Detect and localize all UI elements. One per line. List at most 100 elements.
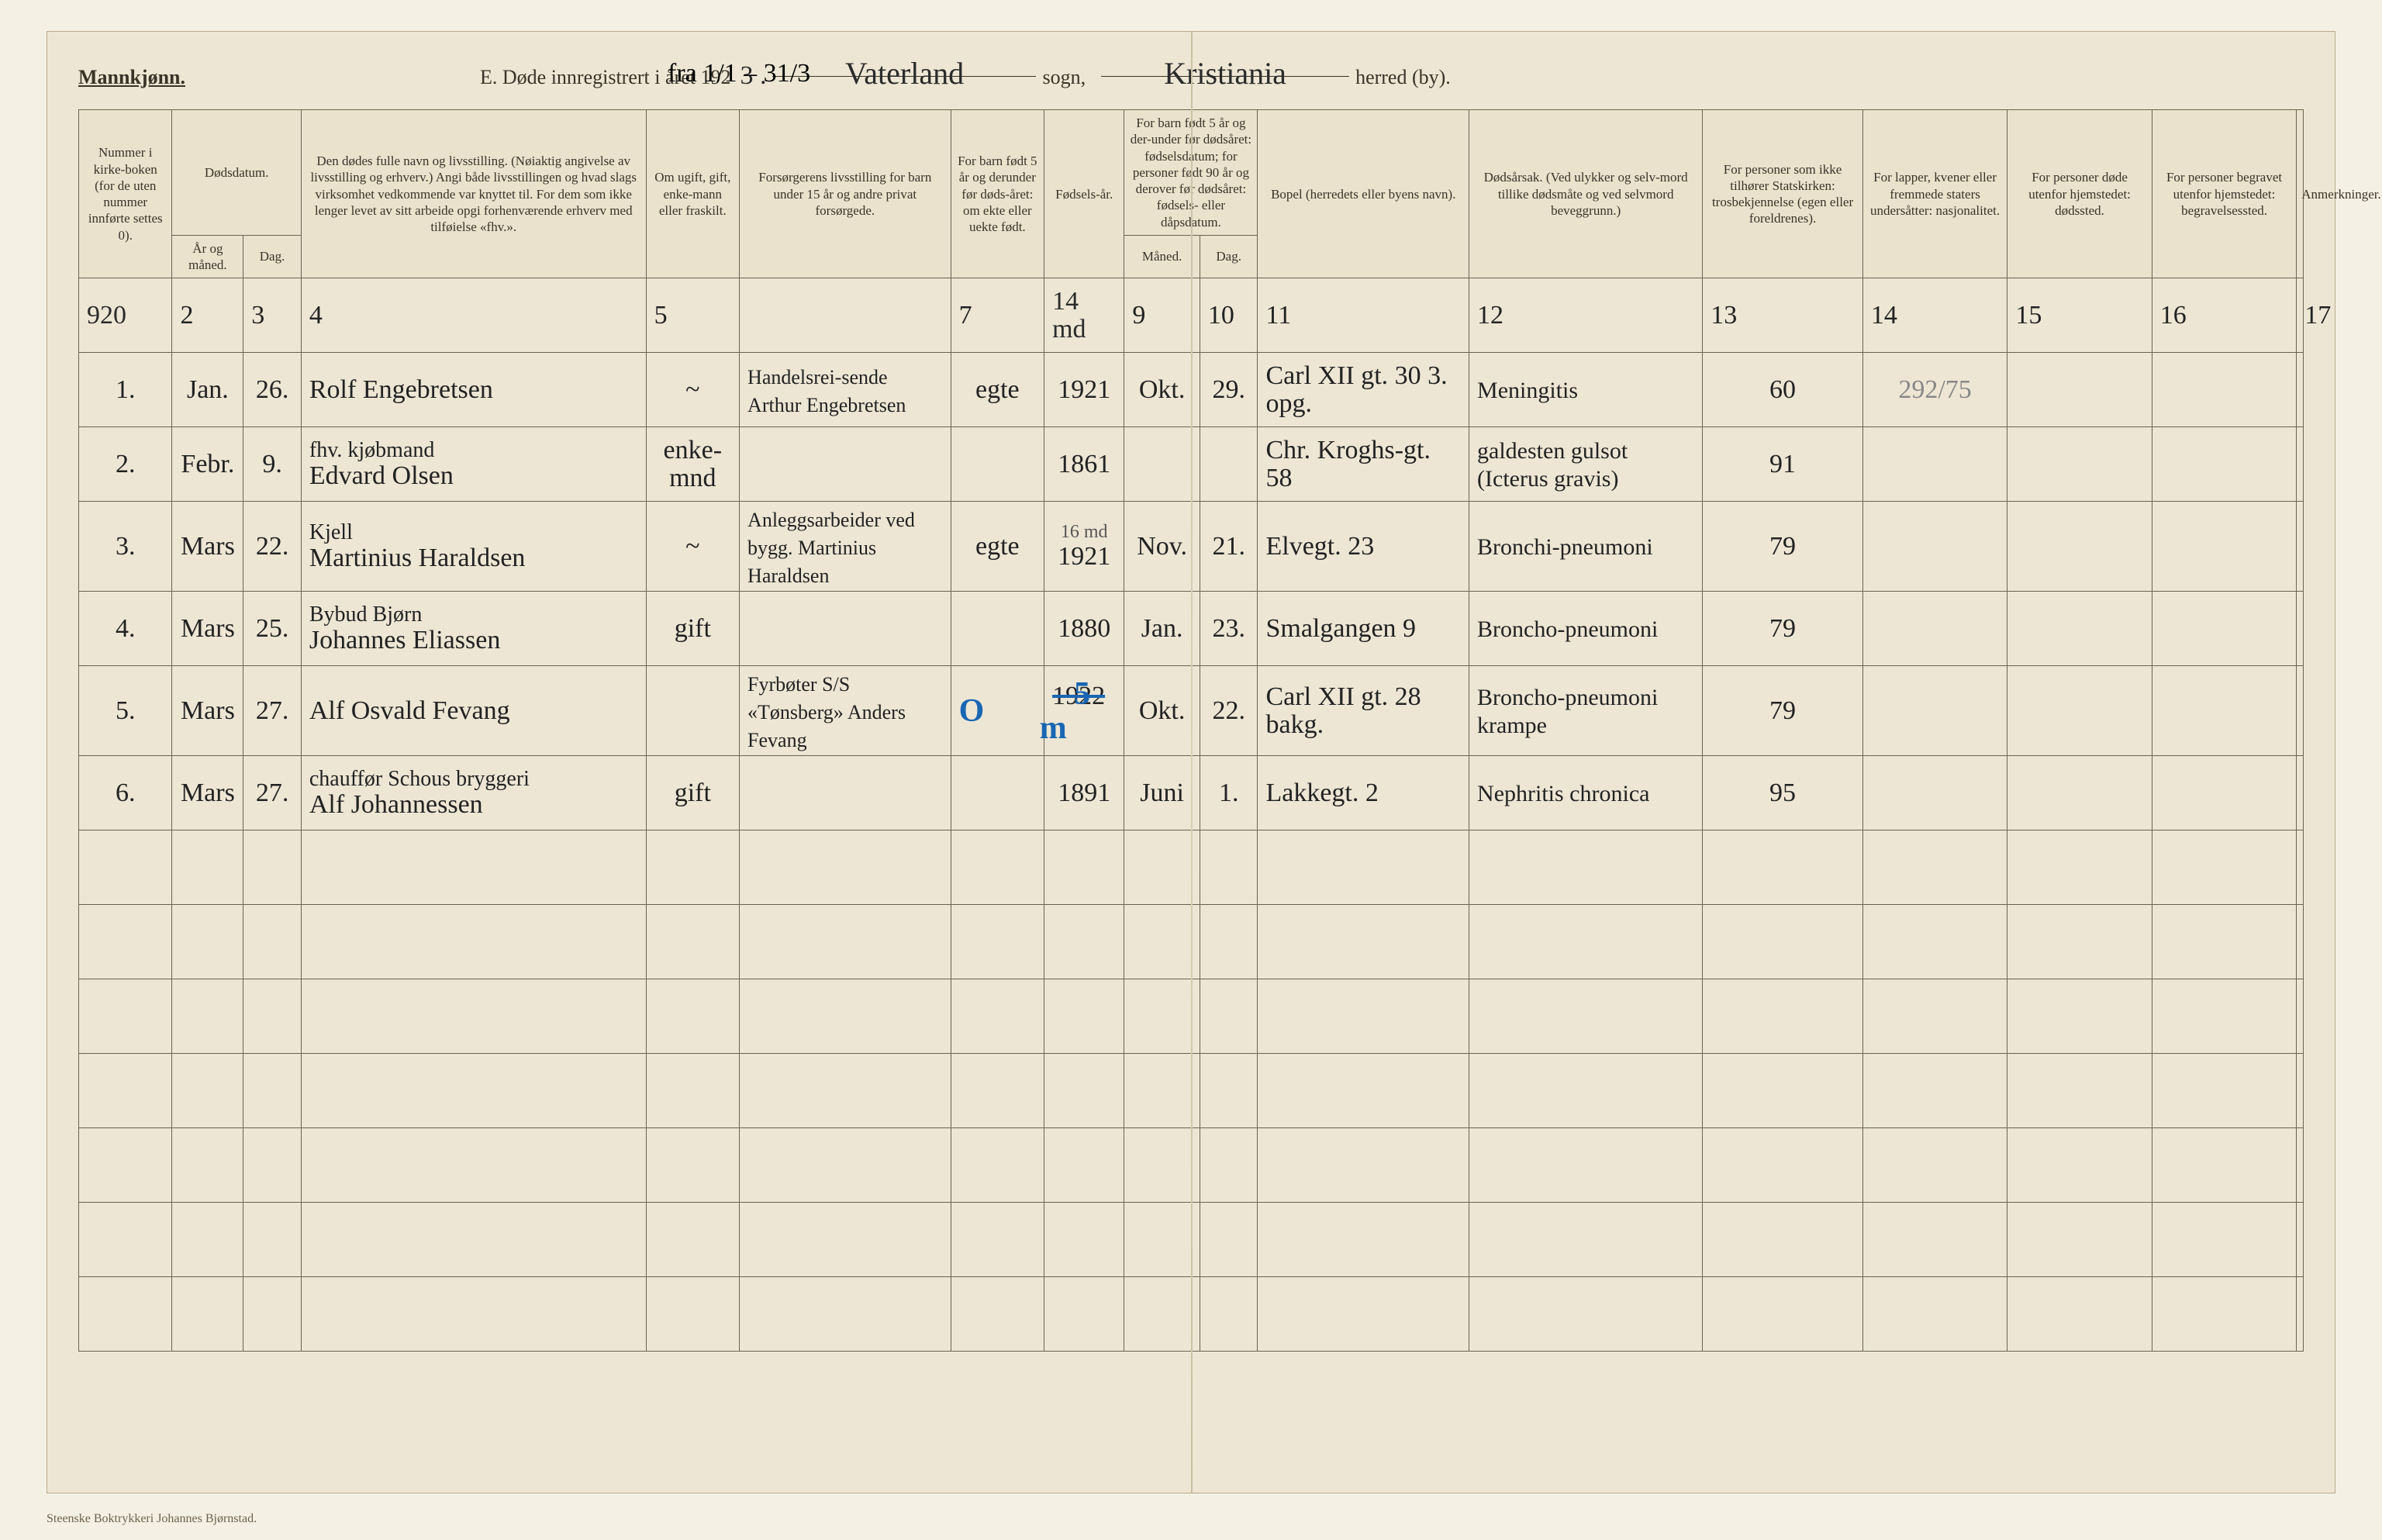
cell	[2007, 592, 2152, 666]
cell	[1703, 1277, 1863, 1352]
col-fmaned: Måned.	[1124, 235, 1200, 278]
cell: 95	[1703, 756, 1863, 830]
colnum: 2	[172, 278, 243, 353]
cell: 1.	[1200, 756, 1258, 830]
cell	[646, 666, 739, 756]
cell	[243, 830, 302, 905]
cell	[1703, 979, 1863, 1054]
cell	[1258, 1054, 1469, 1128]
cell	[2007, 979, 2152, 1054]
cell	[1200, 1203, 1258, 1277]
cell: egte	[951, 502, 1044, 592]
colnum: 7	[951, 278, 1044, 353]
cell: gift	[646, 756, 739, 830]
cell: KjellMartinius Haraldsen	[301, 502, 646, 592]
cell: 16 md1921	[1044, 502, 1124, 592]
ledger-page: fra 1/1 – 31/3 Mannkjønn. E. Døde innreg…	[47, 31, 2335, 1493]
cell: Okt.	[1124, 666, 1200, 756]
cell	[1124, 830, 1200, 905]
cell	[2152, 1128, 2296, 1203]
margin-note: 920	[87, 301, 126, 330]
center-fold	[1191, 32, 1193, 1493]
date-range-note: fra 1/1 – 31/3	[668, 59, 810, 88]
cell	[1258, 1277, 1469, 1352]
cell	[1044, 979, 1124, 1054]
colnum: 14	[1862, 278, 2007, 353]
cell: Nov.	[1124, 502, 1200, 592]
cell	[646, 1277, 739, 1352]
colnum: 3	[243, 278, 302, 353]
cell	[951, 905, 1044, 979]
cell	[172, 905, 243, 979]
cell: 22.	[1200, 666, 1258, 756]
col-nasj: For lapper, kvener eller fremmede stater…	[1862, 110, 2007, 278]
cell	[740, 592, 951, 666]
cell	[2152, 666, 2296, 756]
cell	[1200, 1128, 1258, 1203]
cell	[646, 979, 739, 1054]
cell	[1258, 830, 1469, 905]
cell: Bybud BjørnJohannes Eliassen	[301, 592, 646, 666]
cell	[2297, 979, 2304, 1054]
colnum: 11	[1258, 278, 1469, 353]
cell	[1862, 666, 2007, 756]
cell: Elvegt. 23	[1258, 502, 1469, 592]
cell	[2152, 427, 2296, 502]
cell	[2152, 1054, 2296, 1128]
cell	[1862, 830, 2007, 905]
cell: gift	[646, 592, 739, 666]
cell	[301, 1203, 646, 1277]
cell	[646, 905, 739, 979]
cell	[2297, 756, 2304, 830]
cell	[2297, 1128, 2304, 1203]
col-nummer: Nummer i kirke-boken (for de uten nummer…	[79, 110, 172, 278]
cell	[740, 427, 951, 502]
cell	[1200, 905, 1258, 979]
col-begrav: For personer begravet utenfor hjemstedet…	[2152, 110, 2296, 278]
cell	[1862, 1054, 2007, 1128]
cell	[951, 756, 1044, 830]
cell: Jan.	[1124, 592, 1200, 666]
cell: O	[951, 666, 1044, 756]
col-navn: Den dødes fulle navn og livsstilling. (N…	[301, 110, 646, 278]
sogn-value: Vaterland	[772, 55, 1036, 77]
colnum: 9	[1124, 278, 1200, 353]
cell	[2297, 1054, 2304, 1128]
cell	[2297, 502, 2304, 592]
cell	[951, 1128, 1044, 1203]
cell: 1880	[1044, 592, 1124, 666]
col-forsorger: Forsørgerens livsstilling for barn under…	[740, 110, 951, 278]
cell	[1703, 905, 1863, 979]
sogn-label: sogn,	[1042, 66, 1086, 89]
cell: 5.	[79, 666, 172, 756]
cell: 79	[1703, 666, 1863, 756]
cell	[1044, 1203, 1124, 1277]
cell	[951, 979, 1044, 1054]
cell	[1200, 427, 1258, 502]
cell: 1.	[79, 353, 172, 427]
cell	[646, 1203, 739, 1277]
cell	[2007, 905, 2152, 979]
cell	[1862, 979, 2007, 1054]
cell	[172, 1128, 243, 1203]
col-ekte: For barn født 5 år og derunder før døds-…	[951, 110, 1044, 278]
cell	[2152, 756, 2296, 830]
cell	[1469, 1203, 1703, 1277]
cell: 27.	[243, 756, 302, 830]
cell	[1862, 427, 2007, 502]
cell	[2152, 905, 2296, 979]
herred-label: herred (by).	[1355, 66, 1451, 89]
cell	[740, 1054, 951, 1128]
cell: 26.	[243, 353, 302, 427]
cell	[301, 830, 646, 905]
cell: 19225 m	[1044, 666, 1124, 756]
cell	[1469, 1128, 1703, 1203]
cell	[79, 1277, 172, 1352]
cell: 3.	[79, 502, 172, 592]
cell: 23.	[1200, 592, 1258, 666]
cell	[2007, 830, 2152, 905]
col-fdag: Dag.	[1200, 235, 1258, 278]
cell	[1200, 830, 1258, 905]
cell	[79, 1128, 172, 1203]
cell	[1469, 1054, 1703, 1128]
